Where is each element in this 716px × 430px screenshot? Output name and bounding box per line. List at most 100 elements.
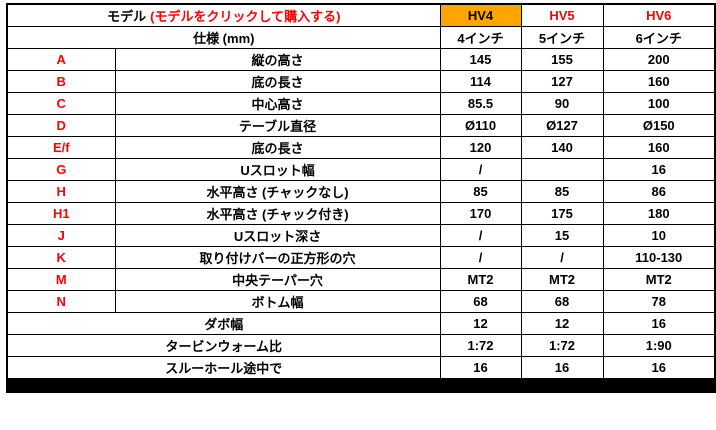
row-code: E/f	[6, 136, 116, 159]
row-value-hv5	[520, 158, 604, 181]
row-spec-name: テーブル直径	[114, 114, 441, 137]
row-code: K	[6, 246, 116, 269]
row-spec-name: Uスロット深さ	[114, 224, 441, 247]
row-spec-name: 取り付けバーの正方形の穴	[114, 246, 441, 269]
row-value-hv5: /	[520, 246, 604, 269]
row-value-hv6: 100	[602, 92, 716, 115]
table-row: B 底の長さ 114 127 160	[6, 70, 716, 93]
row-value-hv6: 180	[602, 202, 716, 225]
row-value-hv5: 12	[520, 312, 604, 335]
row-code: J	[6, 224, 116, 247]
row-value-hv4: /	[439, 158, 522, 181]
row-spec-name: タービンウォーム比	[6, 334, 441, 357]
row-value-hv4: 12	[439, 312, 522, 335]
row-value-hv4: 114	[439, 70, 522, 93]
row-value-hv5: 175	[520, 202, 604, 225]
row-code: H1	[6, 202, 116, 225]
row-spec-name: 底の長さ	[114, 70, 441, 93]
table-row: K 取り付けバーの正方形の穴 / / 110-130	[6, 246, 716, 269]
row-spec-name: 中央テーパー穴	[114, 268, 441, 291]
table-row: N ボトム幅 68 68 78	[6, 290, 716, 313]
row-value-hv5: 127	[520, 70, 604, 93]
row-spec-name: 底の長さ	[114, 136, 441, 159]
size-label-6inch: 6インチ	[602, 26, 716, 49]
table-row: H1 水平高さ (チャック付き) 170 175 180	[6, 202, 716, 225]
row-value-hv4: 120	[439, 136, 522, 159]
row-value-hv6: 160	[602, 70, 716, 93]
row-value-hv5: MT2	[520, 268, 604, 291]
row-value-hv4: 1:72	[439, 334, 522, 357]
table-row: スルーホール途中で 16 16 16	[6, 356, 716, 379]
row-spec-name: 縦の高さ	[114, 48, 441, 71]
row-value-hv4: 145	[439, 48, 522, 71]
model-label: モデル	[107, 9, 147, 24]
row-value-hv6: 160	[602, 136, 716, 159]
row-value-hv4: Ø110	[439, 114, 522, 137]
row-value-hv6: 86	[602, 180, 716, 203]
row-code: N	[6, 290, 116, 313]
row-code: A	[6, 48, 116, 71]
row-value-hv6: 200	[602, 48, 716, 71]
row-value-hv4: 170	[439, 202, 522, 225]
table-row: ダボ幅 12 12 16	[6, 312, 716, 335]
row-code: H	[6, 180, 116, 203]
model-buy-note: (モデルをクリックして購入する)	[150, 9, 341, 24]
row-value-hv5: 15	[520, 224, 604, 247]
row-value-hv5: 85	[520, 180, 604, 203]
row-value-hv6: 16	[602, 312, 716, 335]
size-header-row: 仕様 (mm) 4インチ 5インチ 6インチ	[6, 26, 716, 49]
size-label-5inch: 5インチ	[520, 26, 604, 49]
row-code: G	[6, 158, 116, 181]
row-spec-name: 水平高さ (チャック付き)	[114, 202, 441, 225]
row-code: D	[6, 114, 116, 137]
row-value-hv6: 110-130	[602, 246, 716, 269]
table-row: タービンウォーム比 1:72 1:72 1:90	[6, 334, 716, 357]
size-label-4inch: 4インチ	[439, 26, 522, 49]
model-hv4-link[interactable]: HV4	[439, 3, 522, 27]
table-row: H 水平高さ (チャックなし) 85 85 86	[6, 180, 716, 203]
model-header-cell: モデル (モデルをクリックして購入する)	[6, 3, 441, 27]
row-value-hv6: 16	[602, 158, 716, 181]
table-row: G Uスロット幅 / 16	[6, 158, 716, 181]
table-row: M 中央テーパー穴 MT2 MT2 MT2	[6, 268, 716, 291]
row-value-hv4: 16	[439, 356, 522, 379]
model-hv6-link[interactable]: HV6	[602, 3, 716, 27]
bottom-bar-row	[6, 378, 716, 392]
table-row: A 縦の高さ 145 155 200	[6, 48, 716, 71]
table-row: D テーブル直径 Ø110 Ø127 Ø150	[6, 114, 716, 137]
row-value-hv6: 1:90	[602, 334, 716, 357]
row-value-hv4: MT2	[439, 268, 522, 291]
row-spec-name: 水平高さ (チャックなし)	[114, 180, 441, 203]
table-row: J Uスロット深さ / 15 10	[6, 224, 716, 247]
row-value-hv5: Ø127	[520, 114, 604, 137]
row-value-hv5: 1:72	[520, 334, 604, 357]
row-spec-name: スルーホール途中で	[6, 356, 441, 379]
row-value-hv5: 155	[520, 48, 604, 71]
model-header-row: モデル (モデルをクリックして購入する) HV4 HV5 HV6	[6, 3, 716, 27]
bottom-black-bar	[6, 378, 716, 392]
table-row: C 中心高さ 85.5 90 100	[6, 92, 716, 115]
row-value-hv6: 10	[602, 224, 716, 247]
row-spec-name: Uスロット幅	[114, 158, 441, 181]
row-code: M	[6, 268, 116, 291]
row-spec-name: ボトム幅	[114, 290, 441, 313]
spec-unit-label: 仕様 (mm)	[6, 26, 441, 49]
row-value-hv5: 140	[520, 136, 604, 159]
row-spec-name: ダボ幅	[6, 312, 441, 335]
row-value-hv5: 90	[520, 92, 604, 115]
row-code: C	[6, 92, 116, 115]
spec-table: モデル (モデルをクリックして購入する) HV4 HV5 HV6 仕様 (mm) …	[6, 3, 716, 393]
table-row: E/f 底の長さ 120 140 160	[6, 136, 716, 159]
row-value-hv4: 85.5	[439, 92, 522, 115]
row-value-hv4: /	[439, 224, 522, 247]
row-value-hv5: 16	[520, 356, 604, 379]
row-value-hv4: 85	[439, 180, 522, 203]
row-value-hv6: 16	[602, 356, 716, 379]
row-value-hv4: 68	[439, 290, 522, 313]
row-value-hv4: /	[439, 246, 522, 269]
row-value-hv6: 78	[602, 290, 716, 313]
row-value-hv6: MT2	[602, 268, 716, 291]
model-hv5-link[interactable]: HV5	[520, 3, 604, 27]
row-spec-name: 中心高さ	[114, 92, 441, 115]
